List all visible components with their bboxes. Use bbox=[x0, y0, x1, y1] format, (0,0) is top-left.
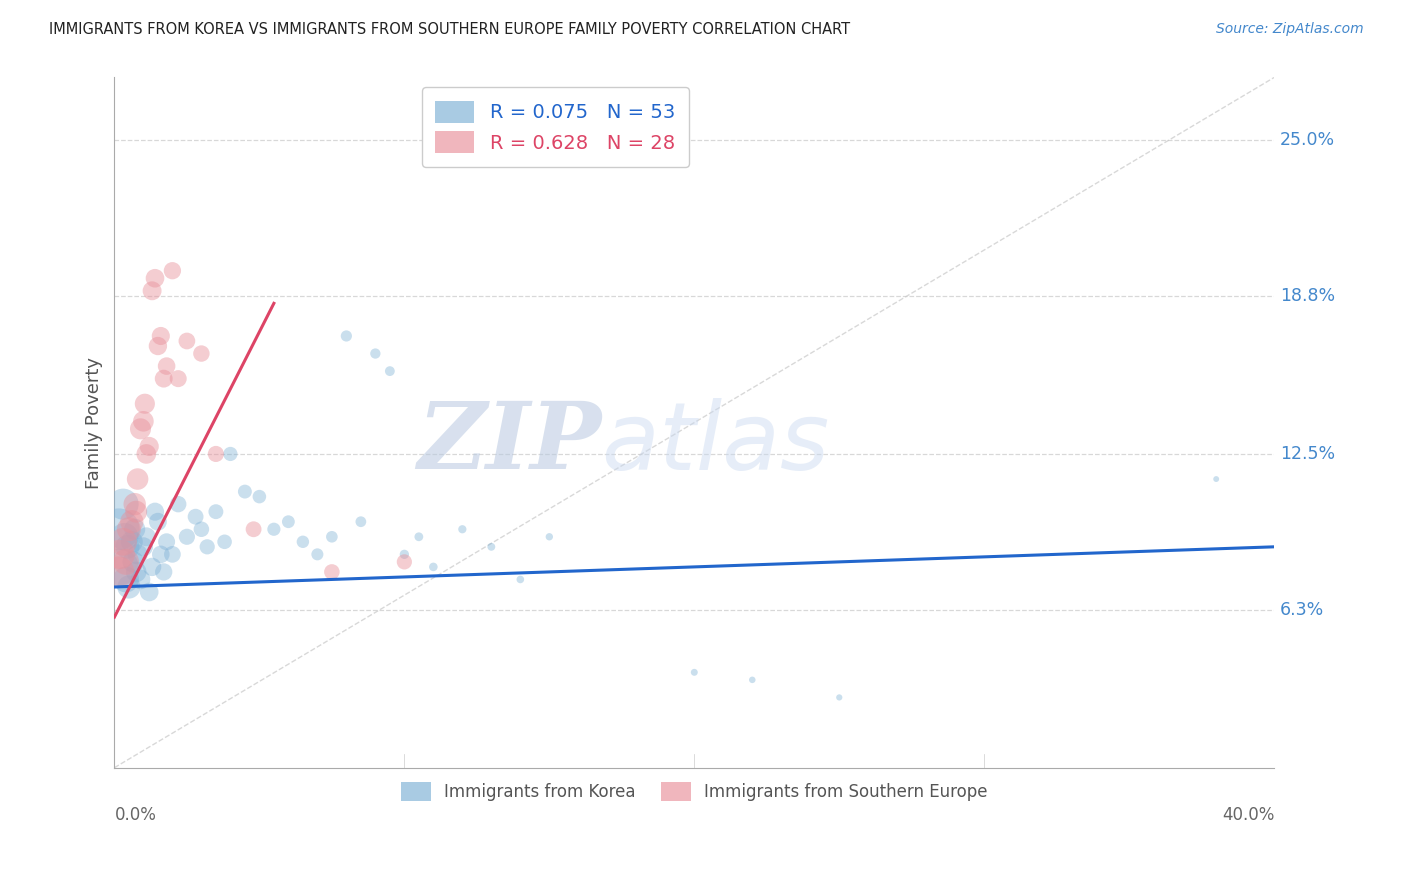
Point bbox=[146, 339, 169, 353]
Point bbox=[125, 565, 148, 579]
Point bbox=[184, 509, 207, 524]
Point bbox=[167, 371, 190, 385]
Point bbox=[107, 522, 129, 536]
Point bbox=[233, 484, 256, 499]
Point bbox=[176, 530, 198, 544]
Point bbox=[135, 447, 157, 461]
Point bbox=[394, 547, 416, 561]
Point bbox=[124, 497, 146, 511]
Text: IMMIGRANTS FROM KOREA VS IMMIGRANTS FROM SOUTHERN EUROPE FAMILY POVERTY CORRELAT: IMMIGRANTS FROM KOREA VS IMMIGRANTS FROM… bbox=[49, 22, 851, 37]
Point bbox=[263, 522, 285, 536]
Point bbox=[112, 534, 135, 549]
Point bbox=[149, 329, 172, 343]
Point bbox=[129, 573, 152, 587]
Point bbox=[117, 540, 139, 554]
Legend: Immigrants from Korea, Immigrants from Southern Europe: Immigrants from Korea, Immigrants from S… bbox=[394, 775, 994, 807]
Text: atlas: atlas bbox=[602, 398, 830, 489]
Point bbox=[219, 447, 242, 461]
Point bbox=[291, 534, 314, 549]
Text: 0.0%: 0.0% bbox=[114, 805, 156, 823]
Point bbox=[127, 547, 149, 561]
Point bbox=[138, 585, 160, 599]
Y-axis label: Family Poverty: Family Poverty bbox=[86, 357, 103, 489]
Point bbox=[451, 522, 474, 536]
Point bbox=[107, 565, 129, 579]
Point bbox=[364, 346, 387, 360]
Text: 12.5%: 12.5% bbox=[1279, 445, 1336, 463]
Point bbox=[108, 547, 131, 561]
Point bbox=[394, 555, 416, 569]
Point bbox=[321, 565, 343, 579]
Text: ZIP: ZIP bbox=[418, 399, 602, 488]
Point bbox=[129, 422, 152, 436]
Point bbox=[141, 284, 163, 298]
Point bbox=[683, 665, 706, 680]
Text: Source: ZipAtlas.com: Source: ZipAtlas.com bbox=[1216, 22, 1364, 37]
Point bbox=[335, 329, 357, 343]
Point bbox=[149, 547, 172, 561]
Point bbox=[155, 359, 177, 373]
Point bbox=[124, 522, 146, 536]
Point bbox=[121, 534, 143, 549]
Point bbox=[307, 547, 329, 561]
Point bbox=[167, 497, 190, 511]
Point bbox=[828, 690, 851, 705]
Point bbox=[195, 540, 218, 554]
Point bbox=[190, 522, 212, 536]
Text: 25.0%: 25.0% bbox=[1279, 131, 1336, 149]
Point bbox=[422, 560, 444, 574]
Point bbox=[741, 673, 763, 687]
Point bbox=[190, 346, 212, 360]
Point bbox=[408, 530, 430, 544]
Point bbox=[152, 371, 174, 385]
Point bbox=[125, 505, 148, 519]
Point bbox=[141, 560, 163, 574]
Point bbox=[122, 555, 145, 569]
Point bbox=[155, 534, 177, 549]
Point bbox=[138, 439, 160, 453]
Point bbox=[118, 522, 141, 536]
Point bbox=[350, 515, 373, 529]
Point bbox=[118, 580, 141, 594]
Text: 40.0%: 40.0% bbox=[1222, 805, 1274, 823]
Point bbox=[242, 522, 264, 536]
Point bbox=[115, 573, 138, 587]
Point bbox=[205, 447, 228, 461]
Point bbox=[205, 505, 228, 519]
Point bbox=[152, 565, 174, 579]
Point bbox=[143, 505, 166, 519]
Point bbox=[538, 530, 561, 544]
Point bbox=[176, 334, 198, 348]
Point bbox=[277, 515, 299, 529]
Point bbox=[378, 364, 401, 378]
Point bbox=[479, 540, 502, 554]
Text: 18.8%: 18.8% bbox=[1279, 287, 1336, 305]
Point bbox=[1205, 472, 1227, 486]
Point bbox=[214, 534, 236, 549]
Point bbox=[509, 573, 531, 587]
Point bbox=[108, 560, 131, 574]
Point bbox=[321, 530, 343, 544]
Point bbox=[127, 472, 149, 486]
Point bbox=[146, 515, 169, 529]
Point bbox=[132, 414, 155, 428]
Point bbox=[135, 530, 157, 544]
Point bbox=[112, 497, 135, 511]
Point bbox=[162, 547, 184, 561]
Point bbox=[114, 530, 136, 544]
Point bbox=[134, 397, 156, 411]
Point bbox=[121, 515, 143, 529]
Point bbox=[162, 263, 184, 277]
Point bbox=[115, 555, 138, 569]
Text: 6.3%: 6.3% bbox=[1279, 600, 1324, 618]
Point bbox=[143, 271, 166, 285]
Point bbox=[247, 490, 270, 504]
Point bbox=[132, 540, 155, 554]
